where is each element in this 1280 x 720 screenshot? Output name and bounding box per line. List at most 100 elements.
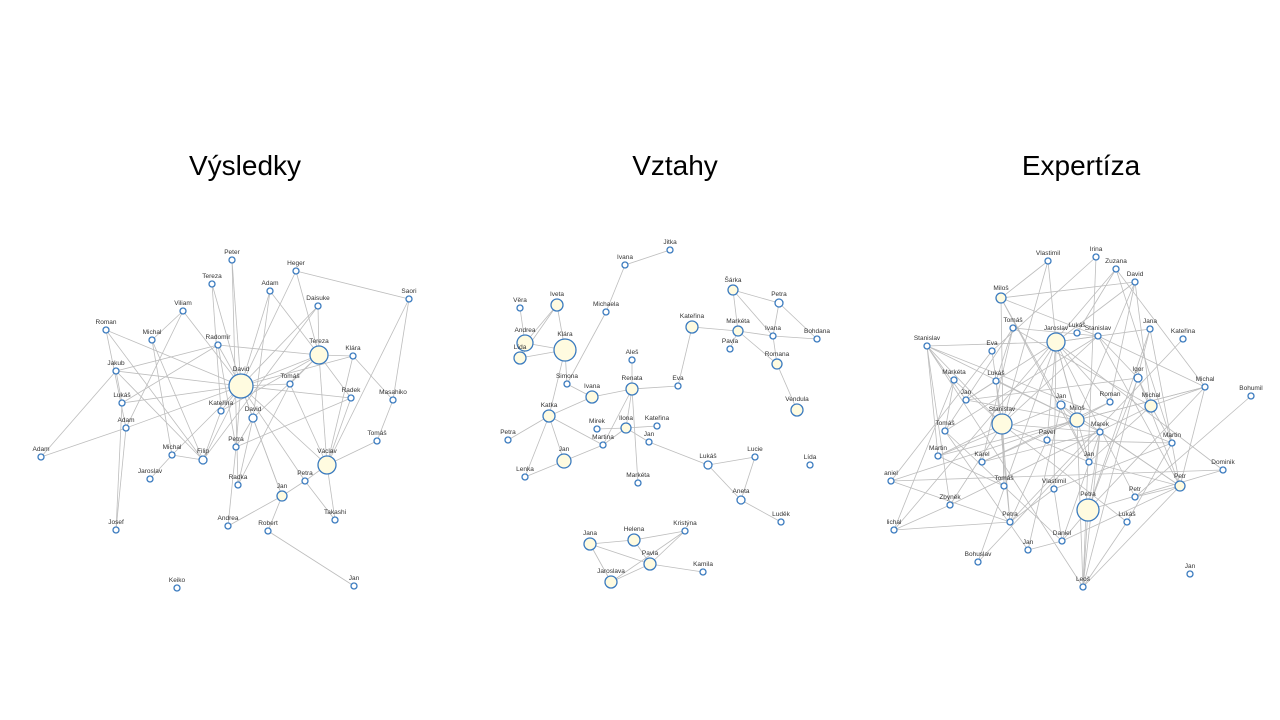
node [228, 256, 236, 264]
node-label: Kristýna [673, 520, 697, 527]
node-label: Iveta [550, 291, 564, 298]
edge [981, 419, 1078, 463]
node [102, 326, 110, 334]
node-label: Luděk [772, 511, 790, 518]
node-label: Adam [118, 417, 135, 424]
node [699, 568, 707, 576]
node-label: Simona [556, 373, 578, 380]
edge [376, 399, 394, 442]
node-label: Viliam [174, 300, 192, 307]
node [331, 516, 339, 524]
node [228, 373, 254, 399]
node [643, 557, 657, 571]
node-label: Klára [345, 345, 361, 352]
node [1247, 392, 1255, 400]
node [550, 298, 564, 312]
node-label: Mirek [589, 418, 606, 425]
edge [926, 345, 951, 506]
edge [1047, 260, 1057, 343]
edge [1000, 297, 1099, 337]
node-label: Martin [929, 445, 947, 452]
node [1000, 482, 1008, 490]
node [950, 376, 958, 384]
edge [115, 370, 204, 461]
node-label: Jan [1056, 393, 1067, 400]
edge [1082, 256, 1097, 588]
node [1133, 373, 1143, 383]
node [521, 473, 529, 481]
edge [890, 419, 1078, 482]
graph-title: Výsledky [189, 150, 301, 181]
node-label: Bohumil [1239, 385, 1263, 392]
node-label: Lída [514, 344, 527, 351]
edge [1088, 405, 1152, 463]
edge [740, 456, 756, 501]
node [666, 246, 674, 254]
edge [1055, 341, 1111, 403]
edge [1000, 281, 1136, 299]
edge [926, 341, 1057, 347]
edge [1027, 540, 1063, 551]
edge [977, 341, 1057, 563]
edge [202, 385, 242, 461]
edge [633, 530, 686, 541]
edge [240, 354, 320, 387]
node-label: Andrea [218, 515, 239, 522]
edge [926, 345, 1003, 425]
edge [326, 397, 352, 466]
node [978, 458, 986, 466]
node [974, 558, 982, 566]
edge [1087, 328, 1151, 511]
edge [392, 298, 410, 401]
node-label: Radomír [206, 334, 232, 341]
node [627, 533, 641, 547]
node [585, 390, 599, 404]
node-label: Lukáš [1068, 322, 1086, 329]
edge [1082, 509, 1089, 588]
node [347, 394, 355, 402]
edge [631, 388, 639, 484]
node [112, 367, 120, 375]
node [542, 409, 556, 423]
edge [995, 380, 1078, 421]
node [173, 584, 181, 592]
node [602, 308, 610, 316]
node-label: Adam [33, 446, 50, 453]
node [703, 460, 713, 470]
node [1106, 398, 1114, 406]
edge [1053, 442, 1173, 490]
node-label: Pavla [642, 550, 659, 557]
node [301, 477, 309, 485]
edge [125, 310, 184, 429]
edge [252, 290, 271, 419]
node-label: Jan [1084, 451, 1095, 458]
node-label: Vendula [785, 396, 809, 403]
node-label: Renata [622, 375, 643, 382]
node [1094, 332, 1102, 340]
node-label: Stanislav [914, 335, 941, 342]
edge [589, 543, 651, 565]
node [621, 261, 629, 269]
edge [171, 385, 242, 456]
node [516, 334, 534, 352]
edge [1099, 431, 1181, 487]
node-label: David [1127, 271, 1144, 278]
edge [926, 345, 1173, 444]
node-label: Michal [163, 444, 182, 451]
edge [1087, 386, 1206, 511]
graph-title: Vztahy [632, 150, 718, 181]
node-label: Helena [624, 526, 645, 533]
node [350, 582, 358, 590]
node-label: Kamila [693, 561, 713, 568]
node [890, 526, 898, 534]
edge [227, 446, 237, 527]
edge [944, 379, 955, 432]
edge [40, 370, 117, 458]
node [941, 427, 949, 435]
node [1050, 485, 1058, 493]
node [232, 443, 240, 451]
node-label: Jaroslav [1044, 325, 1069, 332]
edge [121, 385, 242, 404]
edge [151, 339, 173, 456]
edge [591, 388, 633, 398]
